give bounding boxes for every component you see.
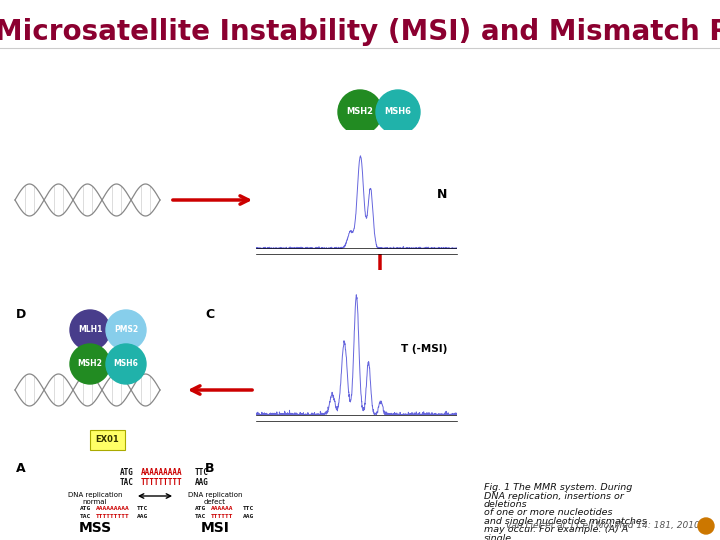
Text: may occur. For example: (A) A: may occur. For example: (A) A xyxy=(484,525,628,534)
Text: MSH2: MSH2 xyxy=(346,107,374,117)
Text: AAAAAAAAA: AAAAAAAAA xyxy=(96,506,130,511)
Text: D: D xyxy=(16,308,26,321)
Text: TTTTTT: TTTTTT xyxy=(211,514,233,519)
Text: AAAAAAAAA: AAAAAAAAA xyxy=(141,468,183,477)
Text: MSH6: MSH6 xyxy=(333,340,359,348)
Text: T (-MSI): T (-MSI) xyxy=(401,344,447,354)
Circle shape xyxy=(338,90,382,134)
Text: ATG: ATG xyxy=(120,468,134,477)
Text: Microsatellite Instability (MSI) and Mismatch Repair Genes: Microsatellite Instability (MSI) and Mis… xyxy=(0,18,720,46)
Text: MSH6: MSH6 xyxy=(384,107,412,117)
Circle shape xyxy=(70,310,110,350)
Circle shape xyxy=(290,324,330,364)
Text: DNA replication
defect: DNA replication defect xyxy=(188,492,242,505)
Polygon shape xyxy=(90,430,125,450)
Text: MSH2: MSH2 xyxy=(78,360,102,368)
Text: N: N xyxy=(437,188,447,201)
Text: van Lier et al. J Cell Mol Med 14: 181, 2010: van Lier et al. J Cell Mol Med 14: 181, … xyxy=(506,521,700,530)
Text: TAC: TAC xyxy=(195,514,206,519)
Text: of one or more nucleotides: of one or more nucleotides xyxy=(484,509,612,517)
Text: C: C xyxy=(205,308,215,321)
Circle shape xyxy=(290,290,330,330)
Text: single: single xyxy=(484,534,512,540)
Circle shape xyxy=(70,344,110,384)
Text: AAG: AAG xyxy=(195,478,209,487)
Text: AAG: AAG xyxy=(137,514,148,519)
Circle shape xyxy=(106,310,146,350)
Text: DNA replication
normal: DNA replication normal xyxy=(68,492,122,505)
Text: TAC: TAC xyxy=(80,514,91,519)
Text: TAC: TAC xyxy=(120,478,134,487)
Text: AAG: AAG xyxy=(243,514,254,519)
Text: TTC: TTC xyxy=(137,506,148,511)
Circle shape xyxy=(106,344,146,384)
Circle shape xyxy=(326,324,366,364)
Circle shape xyxy=(376,90,420,134)
Text: TTC: TTC xyxy=(195,468,209,477)
Circle shape xyxy=(698,518,714,534)
Text: TTC: TTC xyxy=(243,506,254,511)
Text: AAAAAA: AAAAAA xyxy=(211,506,233,511)
Circle shape xyxy=(326,290,366,330)
Text: MSH2: MSH2 xyxy=(297,340,323,348)
Text: DNA replication, insertions or: DNA replication, insertions or xyxy=(484,492,624,501)
Text: Fig. 1 The MMR system. During: Fig. 1 The MMR system. During xyxy=(484,483,632,492)
Text: TTTTTTTTT: TTTTTTTTT xyxy=(141,478,183,487)
Text: EX01: EX01 xyxy=(95,435,119,444)
Text: A: A xyxy=(16,462,25,475)
Text: PMS2: PMS2 xyxy=(114,326,138,334)
Text: TTTTTTTTT: TTTTTTTTT xyxy=(96,514,130,519)
Text: B: B xyxy=(205,462,215,475)
Text: PMS2: PMS2 xyxy=(334,306,358,314)
Text: MSH6: MSH6 xyxy=(114,360,138,368)
Text: ATG: ATG xyxy=(80,506,91,511)
Text: ATG: ATG xyxy=(195,506,206,511)
Text: MLH1: MLH1 xyxy=(78,326,102,334)
Text: MSI: MSI xyxy=(201,521,230,535)
Text: and single nucleotide mismatches: and single nucleotide mismatches xyxy=(484,517,647,526)
Text: MLH1: MLH1 xyxy=(298,306,322,314)
Text: deletions: deletions xyxy=(484,500,528,509)
Text: MSS: MSS xyxy=(78,521,112,535)
